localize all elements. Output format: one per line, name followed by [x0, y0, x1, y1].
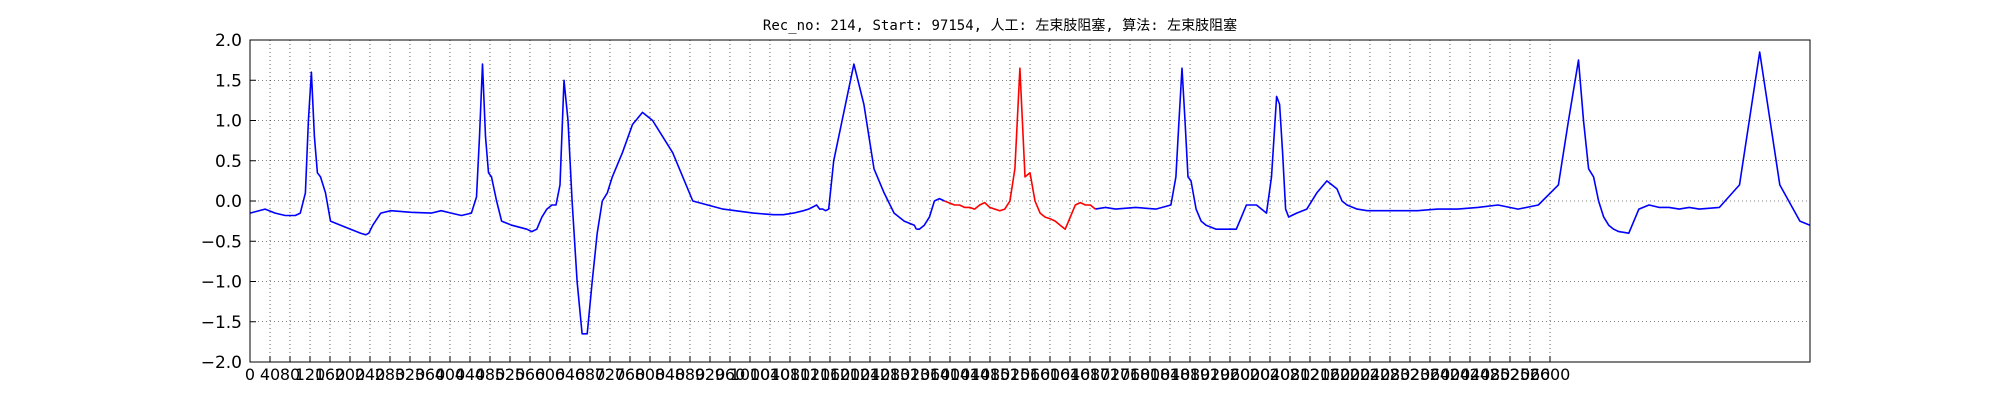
x-tick-label: 480 [475, 365, 506, 384]
x-tick-label: 2160 [1310, 365, 1351, 384]
x-tick-label: 1480 [970, 365, 1011, 384]
x-tick-label: 1880 [1170, 365, 1211, 384]
x-tick-label: 120 [295, 365, 326, 384]
x-tick-label: 2560 [1510, 365, 1551, 384]
x-tick-label: 1400 [930, 365, 971, 384]
x-tick-label: 2120 [1290, 365, 1331, 384]
x-tick-label: 640 [555, 365, 586, 384]
y-tick-label: −1.5 [201, 313, 242, 333]
x-tick-label: 1680 [1070, 365, 1111, 384]
x-tick-label: 1760 [1110, 365, 1151, 384]
x-tick-label: 1800 [1130, 365, 1171, 384]
x-tick-label: 360 [415, 365, 446, 384]
x-tick-label: 2400 [1430, 365, 1471, 384]
ecg-series-line-3 [1095, 51, 1811, 234]
x-tick-label: 240 [355, 365, 386, 384]
x-tick-label: 800 [635, 365, 666, 384]
x-tick-label: 320 [395, 365, 426, 384]
x-tick-label: 1920 [1190, 365, 1231, 384]
x-tick-label: 880 [675, 365, 706, 384]
x-tick-label: 720 [595, 365, 626, 384]
x-tick-label: 0 [245, 365, 255, 384]
y-tick-label: 2.0 [215, 31, 242, 51]
x-tick-label: 2360 [1410, 365, 1451, 384]
x-tick-label: 2200 [1330, 365, 1371, 384]
y-tick-label: 1.5 [215, 71, 242, 91]
x-tick-label: 1520 [990, 365, 1031, 384]
x-tick-label: 1160 [810, 365, 851, 384]
x-tick-label: 1360 [910, 365, 951, 384]
series-group [249, 51, 1811, 335]
x-tick-label: 1080 [770, 365, 811, 384]
y-tick-label: 0.0 [215, 192, 242, 212]
x-tick-label: 200 [335, 365, 366, 384]
x-tick-label: 600 [535, 365, 566, 384]
x-tick-label: 1000 [730, 365, 771, 384]
y-tick-label: 0.5 [215, 152, 242, 172]
x-tick-label: 2080 [1270, 365, 1311, 384]
x-tick-label: 2480 [1470, 365, 1511, 384]
x-tick-label: 560 [515, 365, 546, 384]
x-tick-label: 1280 [870, 365, 911, 384]
y-axis-ticks: 2.0 1.5 1.0 0.5 0.0 −0.5 −1.0 −1.5 −2.0 [201, 31, 256, 373]
x-tick-label: 1560 [1010, 365, 1051, 384]
grid [249, 39, 1810, 363]
x-tick-label: 960 [715, 365, 746, 384]
x-tick-label: 2240 [1350, 365, 1391, 384]
x-tick-label: 1440 [950, 365, 991, 384]
x-tick-label: 1240 [850, 365, 891, 384]
x-tick-label: 760 [615, 365, 646, 384]
x-tick-label: 1600 [1030, 365, 1071, 384]
x-tick-label: 920 [695, 365, 726, 384]
x-tick-label: 40 [260, 365, 280, 384]
x-tick-label: 2440 [1450, 365, 1491, 384]
x-tick-label: 2000 [1230, 365, 1271, 384]
x-tick-label: 2600 [1530, 365, 1571, 384]
chart-title: Rec_no: 214, Start: 97154, 人工: 左束肢阻塞, 算法… [763, 17, 1237, 34]
x-tick-label: 2280 [1370, 365, 1411, 384]
ecg-series-line-0 [249, 63, 918, 335]
x-tick-label: 2040 [1250, 365, 1291, 384]
x-tick-label: 1960 [1210, 365, 1251, 384]
x-tick-label: 1840 [1150, 365, 1191, 384]
x-tick-label: 1120 [790, 365, 831, 384]
x-tick-label: 1040 [750, 365, 791, 384]
x-tick-label: 1200 [830, 365, 871, 384]
x-tick-label: 1320 [890, 365, 931, 384]
x-tick-label: 840 [655, 365, 686, 384]
x-tick-label: 2520 [1490, 365, 1531, 384]
x-tick-label: 160 [315, 365, 346, 384]
x-axis-ticks: 0 40 8012016020024028032036040044048052056… [245, 356, 1570, 384]
y-tick-label: −2.0 [201, 353, 242, 373]
x-tick-label: 280 [375, 365, 406, 384]
ecg-series-line-1 [916, 197, 945, 230]
x-tick-label: 2320 [1390, 365, 1431, 384]
x-tick-label: 400 [435, 365, 466, 384]
x-tick-label: 440 [455, 365, 486, 384]
x-tick-label: 680 [575, 365, 606, 384]
y-tick-label: 1.0 [215, 112, 242, 132]
y-tick-label: −1.0 [201, 273, 242, 293]
ecg-series-line-2 [944, 67, 1096, 230]
y-tick-label: −0.5 [201, 232, 242, 252]
x-tick-label: 80 [280, 365, 300, 384]
x-tick-label: 1720 [1090, 365, 1131, 384]
x-tick-label: 1640 [1050, 365, 1091, 384]
x-tick-label: 520 [495, 365, 526, 384]
plot-frame [249, 39, 1811, 363]
